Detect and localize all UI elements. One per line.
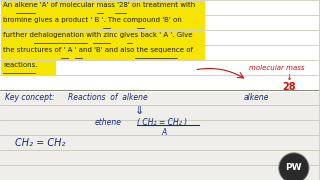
Text: Key concept:: Key concept:	[5, 93, 55, 102]
Text: ↓: ↓	[285, 73, 292, 82]
Circle shape	[280, 154, 308, 180]
Text: reactions.: reactions.	[3, 62, 37, 68]
Text: Reactions  of  alkene: Reactions of alkene	[68, 93, 148, 102]
Text: An alkene 'A' of molecular mass '28' on treatment with: An alkene 'A' of molecular mass '28' on …	[3, 2, 195, 8]
FancyBboxPatch shape	[1, 1, 205, 15]
Text: 28: 28	[282, 82, 296, 92]
Text: alkene: alkene	[244, 93, 269, 102]
FancyBboxPatch shape	[1, 31, 205, 45]
Text: molecular mass: molecular mass	[249, 65, 305, 71]
FancyBboxPatch shape	[0, 92, 319, 180]
Text: PW: PW	[285, 163, 302, 172]
FancyBboxPatch shape	[1, 46, 205, 60]
Text: ( CH₂ = CH₂ ): ( CH₂ = CH₂ )	[138, 118, 188, 127]
Text: ⇓: ⇓	[135, 106, 144, 116]
Text: the structures of ' A ' and 'B' and also the sequence of: the structures of ' A ' and 'B' and also…	[3, 47, 193, 53]
FancyBboxPatch shape	[0, 0, 319, 92]
FancyBboxPatch shape	[1, 61, 56, 75]
FancyBboxPatch shape	[1, 16, 205, 30]
Text: ethene: ethene	[95, 118, 122, 127]
Text: further dehalogenation with zinc gives back ' A '. Give: further dehalogenation with zinc gives b…	[3, 32, 193, 38]
Text: bromine gives a product ' B '. The compound 'B' on: bromine gives a product ' B '. The compo…	[3, 17, 182, 23]
Circle shape	[279, 153, 309, 180]
Text: A: A	[162, 128, 167, 137]
Text: CH₂ = CH₂: CH₂ = CH₂	[15, 138, 65, 148]
